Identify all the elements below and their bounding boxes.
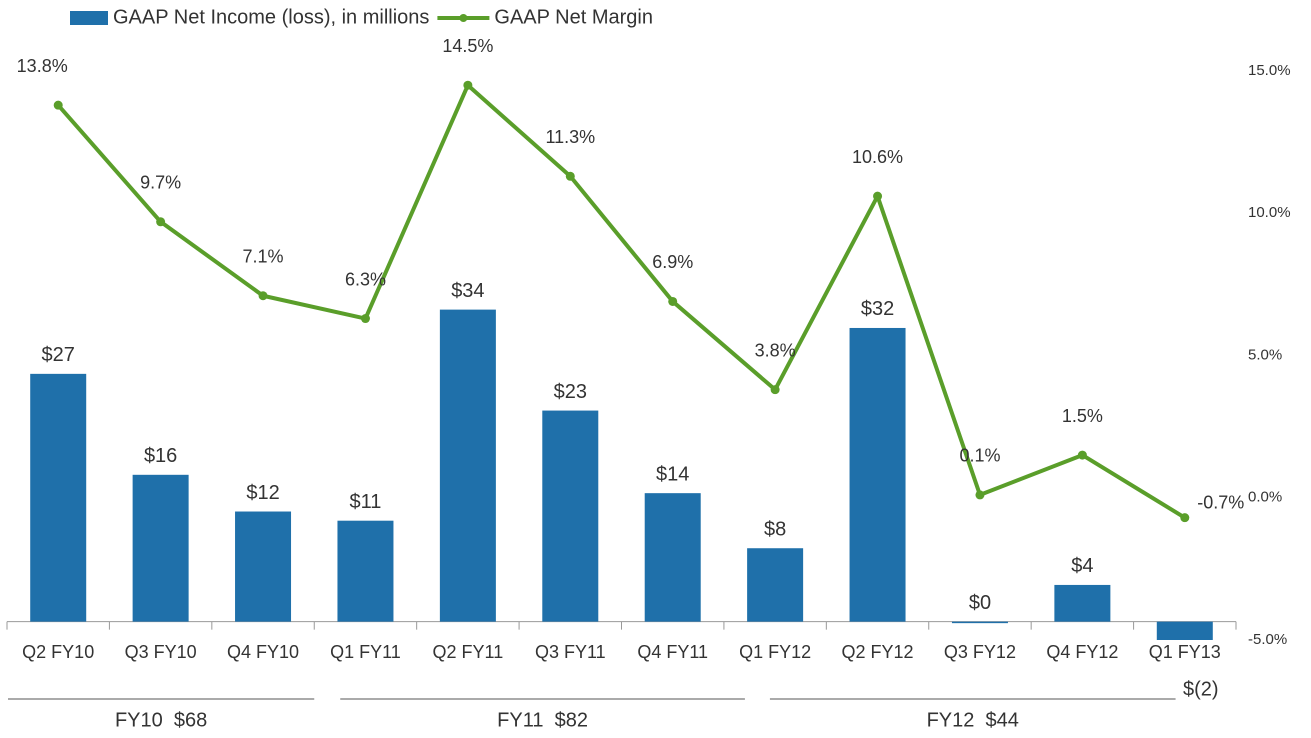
bar	[747, 548, 804, 622]
line-value-label: 1.5%	[1062, 406, 1103, 426]
bar-value-label: $14	[656, 463, 689, 485]
bar-value-label: $(2)	[1183, 678, 1219, 700]
bar	[132, 474, 189, 622]
legend-label: GAAP Net Income (loss), in millions	[113, 6, 429, 28]
x-tick-label: Q2 FY10	[22, 642, 94, 662]
bar	[542, 410, 599, 622]
margin-point	[770, 385, 780, 395]
line-value-label: -0.7%	[1197, 492, 1244, 512]
bar	[337, 520, 394, 622]
line-value-label: 6.9%	[652, 252, 693, 272]
bar-value-label: $23	[554, 381, 587, 403]
x-tick-label: Q4 FY10	[227, 642, 299, 662]
margin-line	[56, 83, 1186, 520]
y2-tick-label: 0.0%	[1248, 489, 1282, 506]
line-value-label: 11.3%	[545, 127, 595, 147]
bar-value-label: $0	[969, 592, 991, 614]
line-value-label: 10.6%	[852, 147, 903, 167]
line-value-label: 13.8%	[17, 56, 68, 76]
x-tick-label: Q4 FY11	[637, 642, 708, 662]
x-tick-label: Q1 FY13	[1149, 642, 1221, 662]
bar-value-label: $11	[350, 491, 382, 513]
line-value-label: 0.1%	[959, 446, 1000, 466]
x-tick-label: Q1 FY11	[330, 642, 401, 662]
line-value-label: 6.3%	[345, 269, 386, 289]
bar-value-label: $16	[144, 445, 177, 467]
line-value-label: 14.5%	[442, 36, 493, 56]
bar-value-label: $27	[42, 344, 75, 366]
line-value-label: 9.7%	[140, 173, 181, 193]
group-label: FY11 $82	[497, 709, 588, 731]
bar-value-label: $32	[861, 298, 894, 320]
x-tick-label: Q2 FY12	[842, 642, 914, 662]
bar-value-label: $12	[246, 482, 279, 504]
x-tick-label: Q3 FY12	[944, 642, 1016, 662]
x-tick-label: Q1 FY12	[739, 642, 811, 662]
bar	[30, 373, 87, 622]
bar	[235, 511, 292, 622]
bar	[951, 621, 1008, 624]
margin-point	[1077, 450, 1087, 460]
x-tick-label: Q3 FY11	[535, 642, 606, 662]
margin-point	[1180, 513, 1190, 523]
margin-point	[565, 171, 575, 181]
legend-label: GAAP Net Margin	[494, 6, 653, 28]
margin-point	[156, 217, 166, 227]
margin-point	[668, 296, 678, 306]
bar	[1054, 584, 1111, 622]
line-value-label: 3.8%	[755, 340, 796, 360]
bar	[439, 309, 496, 622]
y2-tick-label: 15.0%	[1248, 62, 1291, 79]
margin-point	[360, 314, 370, 324]
margin-point	[463, 80, 473, 90]
x-tick-label: Q4 FY12	[1046, 642, 1118, 662]
bar-value-label: $34	[451, 280, 484, 302]
bar	[644, 493, 701, 622]
bar	[1156, 621, 1213, 640]
margin-point	[258, 291, 268, 301]
legend-swatch-dot	[459, 14, 468, 22]
x-tick-label: Q3 FY10	[125, 642, 197, 662]
y2-tick-label: 10.0%	[1248, 204, 1291, 221]
margin-point	[53, 100, 63, 110]
group-label: FY12 $44	[927, 709, 1019, 731]
margin-point	[873, 191, 883, 201]
line-value-label: 7.1%	[243, 247, 284, 267]
y2-tick-label: 5.0%	[1248, 346, 1282, 363]
y2-tick-label: -5.0%	[1248, 631, 1287, 648]
margin-point	[975, 490, 985, 500]
group-label: FY10 $68	[115, 709, 207, 731]
x-tick-label: Q2 FY11	[433, 642, 504, 662]
legend-swatch	[70, 11, 108, 25]
bar-value-label: $8	[764, 519, 786, 541]
bar-value-label: $4	[1071, 555, 1093, 577]
bar	[849, 327, 906, 622]
